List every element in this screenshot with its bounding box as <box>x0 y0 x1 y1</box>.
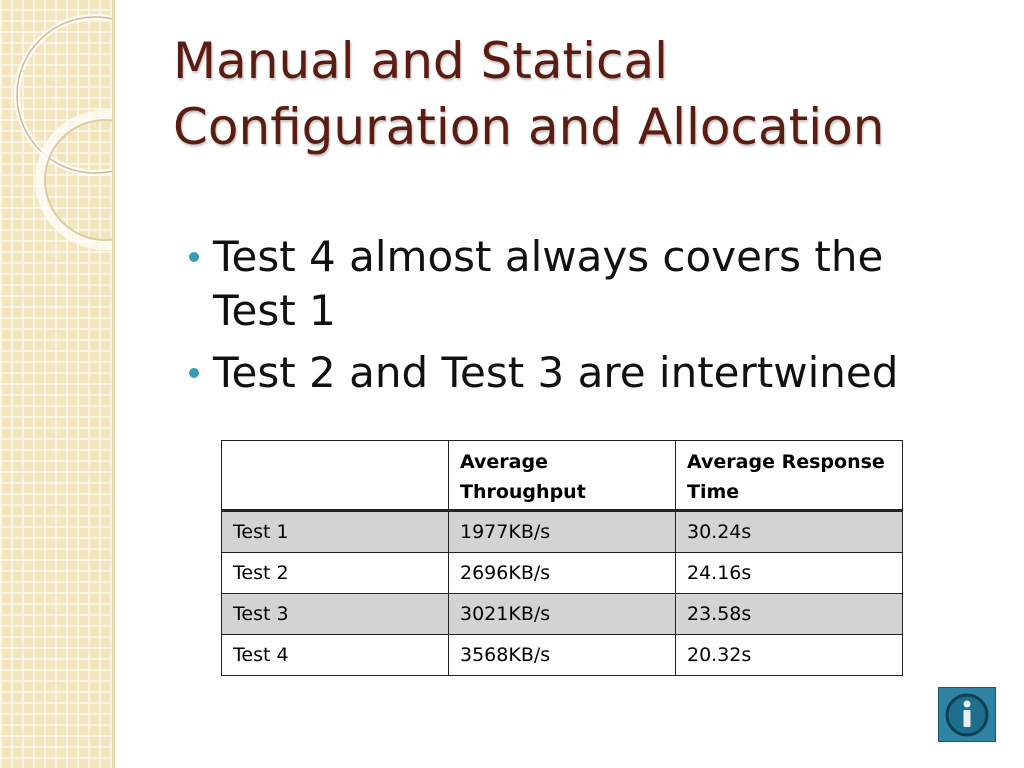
side-circles <box>14 14 112 250</box>
table-row: Test 1 1977KB/s 30.24s <box>221 510 903 553</box>
header-row: Average Throughput Average Response Time <box>221 440 903 511</box>
table-body: Test 1 1977KB/s 30.24s Test 2 2696KB/s 24.16s… <box>221 510 903 676</box>
table-row: Test 3 3021KB/s 23.58s <box>221 593 903 635</box>
header-cell: Average Response Time <box>675 440 903 511</box>
table-row: Test 2 2696KB/s 24.16s <box>221 552 903 594</box>
table-cell: 24.16s <box>675 552 903 594</box>
table-cell: 23.58s <box>675 593 903 635</box>
info-button[interactable] <box>938 687 996 742</box>
bullet: Test 2 and Test 3 are intertwined <box>189 346 933 400</box>
table-row: Test 4 3568KB/s 20.32s <box>221 634 903 676</box>
table-cell: 3021KB/s <box>448 593 676 635</box>
table-cell: 1977KB/s <box>448 510 676 553</box>
table-cell: Test 1 <box>221 510 449 553</box>
table-cell: 2696KB/s <box>448 552 676 594</box>
side-decoration <box>0 0 115 768</box>
header-cell: Average Throughput <box>448 440 676 511</box>
header-cell <box>221 440 449 511</box>
bullet-list: Test 4 almost always covers the Test 1 Te… <box>189 230 933 408</box>
table-cell: 30.24s <box>675 510 903 553</box>
table-cell: Test 2 <box>221 552 449 594</box>
info-icon <box>945 693 989 737</box>
table-cell: 20.32s <box>675 634 903 676</box>
table-cell: 3568KB/s <box>448 634 676 676</box>
table-cell: Test 4 <box>221 634 449 676</box>
results-table: Average Throughput Average Response Time … <box>221 440 903 676</box>
bullet: Test 4 almost always covers the Test 1 <box>189 230 933 338</box>
slide-title: Manual and Statical Configuration and Al… <box>173 32 885 156</box>
table-cell: Test 3 <box>221 593 449 635</box>
